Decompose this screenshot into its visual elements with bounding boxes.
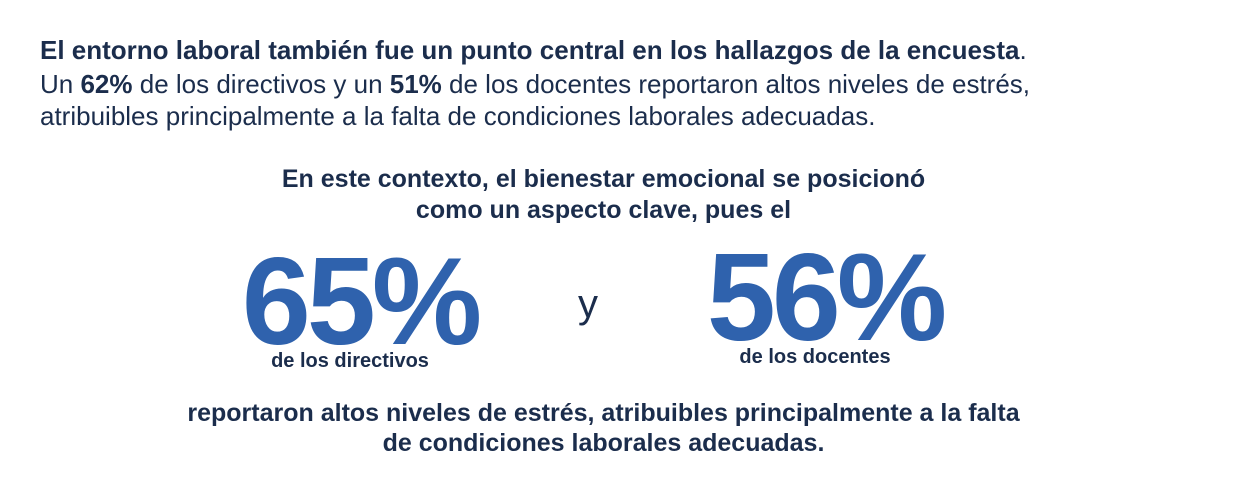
intro-figure: 51%	[389, 69, 442, 99]
stat-label: de los docentes	[739, 346, 891, 368]
intro-text: de los directivos y un	[132, 69, 390, 99]
intro-text: de los docentes reportaron altos niveles…	[441, 69, 1031, 99]
closing-line: de condiciones laborales adecuadas.	[382, 429, 825, 457]
intro-line: atribuibles principalmente a la falta de…	[40, 101, 876, 131]
intro-line: El entorno laboral también fue un punto …	[40, 34, 1027, 66]
intro-figure: 62%	[80, 69, 133, 99]
intro-bold: El entorno laboral también fue un punto …	[40, 35, 1020, 65]
connector: y	[578, 282, 598, 326]
context-line: En este contexto, el bienestar emocional…	[281, 165, 926, 193]
stat-value: 56%	[706, 229, 947, 367]
intro-text: Un	[40, 69, 81, 99]
intro-line: Un 62% de los directivos y un 51% de los…	[40, 68, 1030, 100]
closing-line: reportaron altos niveles de estrés, atri…	[187, 399, 1020, 427]
stat-label: de los directivos	[271, 350, 429, 372]
intro-text: .	[1019, 35, 1027, 65]
context-line: como un aspecto clave, pues el	[415, 196, 792, 224]
stat-value: 65%	[241, 233, 482, 371]
